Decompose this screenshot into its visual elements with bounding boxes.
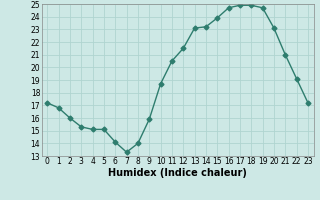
X-axis label: Humidex (Indice chaleur): Humidex (Indice chaleur) <box>108 168 247 178</box>
